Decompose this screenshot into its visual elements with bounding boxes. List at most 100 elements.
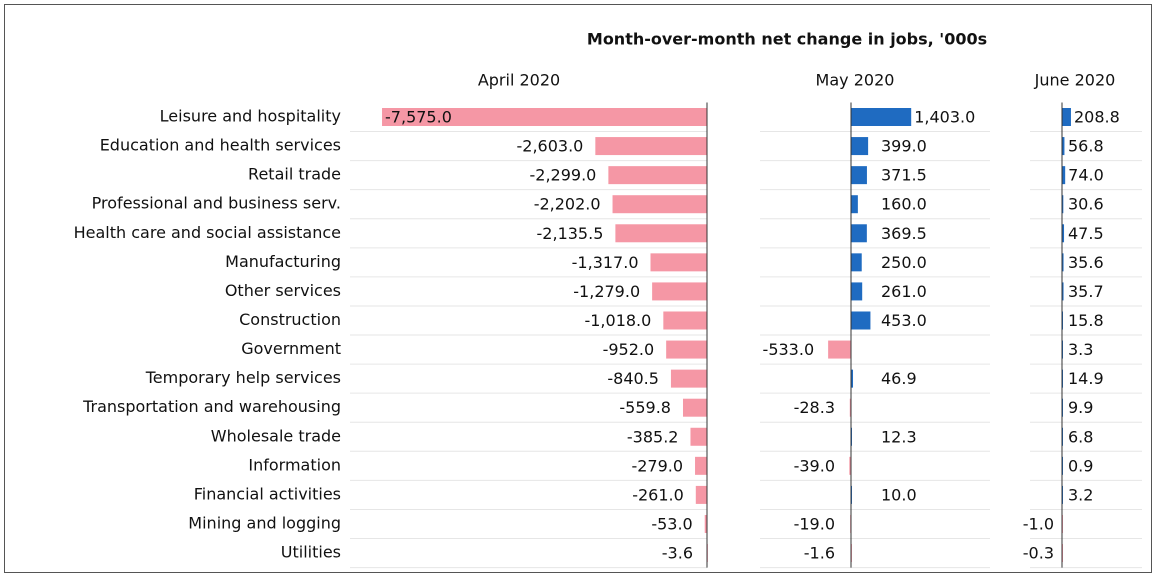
value-label: 399.0	[881, 137, 927, 156]
bar	[652, 282, 707, 301]
chart-title: Month-over-month net change in jobs, '00…	[587, 30, 987, 49]
bar	[382, 108, 707, 126]
value-label: -1,317.0	[572, 253, 639, 272]
bar	[851, 108, 912, 126]
bar	[851, 282, 863, 301]
bar	[1062, 108, 1071, 126]
category-label: Information	[248, 455, 341, 474]
value-label: 3.2	[1068, 485, 1093, 504]
value-label: 250.0	[881, 253, 927, 272]
bar	[851, 224, 867, 243]
bar	[695, 485, 707, 504]
value-label: 371.5	[881, 166, 927, 185]
value-label: 14.9	[1068, 369, 1104, 388]
value-label: 0.9	[1068, 456, 1093, 475]
value-label: -385.2	[627, 427, 679, 446]
category-label: Government	[241, 339, 341, 358]
bar	[851, 195, 858, 214]
bar	[670, 369, 707, 388]
bar	[615, 224, 707, 243]
value-label: 46.9	[881, 369, 917, 388]
value-label: 6.8	[1068, 427, 1093, 446]
value-label: 12.3	[881, 427, 917, 446]
value-label: -39.0	[794, 456, 835, 475]
value-label: -1,018.0	[584, 311, 651, 330]
value-label: -2,135.5	[537, 224, 604, 243]
value-label: -1.0	[1023, 514, 1054, 533]
bar	[1062, 137, 1065, 156]
value-label: 30.6	[1068, 195, 1104, 214]
value-label: 74.0	[1068, 166, 1104, 185]
frame	[4, 4, 1152, 573]
bar	[650, 253, 707, 272]
category-label: Construction	[239, 310, 341, 329]
category-label: Manufacturing	[225, 252, 341, 271]
value-label: -28.3	[794, 398, 835, 417]
value-label: -2,299.0	[530, 166, 597, 185]
value-label: 56.8	[1068, 137, 1104, 156]
panel-header: April 2020	[478, 71, 560, 90]
value-label: 35.7	[1068, 282, 1104, 301]
category-label: Utilities	[281, 543, 341, 562]
value-label: 160.0	[881, 195, 927, 214]
category-label: Education and health services	[100, 136, 341, 155]
bar	[851, 369, 854, 388]
value-label: -1,279.0	[573, 282, 640, 301]
value-label: -19.0	[794, 514, 835, 533]
category-label: Professional and business serv.	[92, 194, 341, 213]
bar	[663, 311, 707, 330]
value-label: -2,202.0	[534, 195, 601, 214]
category-label: Health care and social assistance	[74, 223, 341, 242]
panel-header: May 2020	[816, 71, 895, 90]
bar	[849, 456, 851, 475]
category-label: Financial activities	[194, 484, 341, 503]
category-label: Leisure and hospitality	[160, 107, 341, 126]
bar	[666, 340, 707, 359]
category-label: Other services	[225, 281, 341, 300]
bar	[851, 166, 867, 185]
bar	[690, 427, 707, 446]
value-label: 1,403.0	[914, 108, 975, 127]
panel-header: June 2020	[1034, 71, 1116, 90]
value-label: -53.0	[651, 514, 692, 533]
value-label: 47.5	[1068, 224, 1104, 243]
value-label: 208.8	[1074, 108, 1120, 127]
category-label: Wholesale trade	[211, 426, 341, 445]
bar	[828, 340, 851, 359]
value-label: -840.5	[607, 369, 659, 388]
value-label: 9.9	[1068, 398, 1093, 417]
category-label: Temporary help services	[145, 368, 341, 387]
bar	[1062, 253, 1064, 272]
value-label: -952.0	[603, 340, 655, 359]
bar	[1062, 166, 1066, 185]
value-label: -279.0	[631, 456, 683, 475]
value-label: 3.3	[1068, 340, 1093, 359]
value-label: 453.0	[881, 311, 927, 330]
value-label: -0.3	[1023, 544, 1054, 563]
value-label: 15.8	[1068, 311, 1104, 330]
bar	[682, 398, 707, 417]
value-label: 369.5	[881, 224, 927, 243]
value-label: -533.0	[763, 340, 815, 359]
value-label: -3.6	[662, 544, 693, 563]
category-label: Retail trade	[248, 165, 341, 184]
value-label: -1.6	[804, 544, 835, 563]
value-label: -261.0	[632, 485, 684, 504]
bar	[704, 514, 707, 533]
bar	[1062, 224, 1065, 243]
bar	[851, 311, 871, 330]
bar	[851, 137, 869, 156]
value-label: -7,575.0	[385, 108, 452, 127]
value-label: -2,603.0	[516, 137, 583, 156]
bar	[695, 456, 707, 475]
value-label: 35.6	[1068, 253, 1104, 272]
value-label: 261.0	[881, 282, 927, 301]
bar	[608, 166, 707, 185]
category-label: Mining and logging	[188, 513, 341, 532]
category-label: Transportation and warehousing	[82, 397, 341, 416]
bar	[851, 253, 862, 272]
value-label: -559.8	[619, 398, 671, 417]
bar	[595, 137, 707, 156]
bar	[1062, 195, 1064, 214]
